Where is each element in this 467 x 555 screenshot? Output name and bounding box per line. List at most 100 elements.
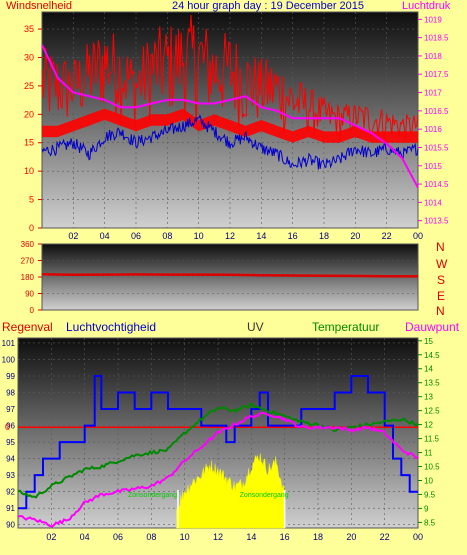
humidity-tick-label: 98 <box>6 389 15 398</box>
regenval-label: Regenval <box>2 320 53 334</box>
humidity-x-tick-label: 18 <box>313 532 323 542</box>
humidity-x-tick-label: 12 <box>213 532 223 542</box>
humidity-tick-label: 91 <box>6 504 15 513</box>
direction-letter-n-bottom: N <box>436 304 445 318</box>
direction-letter-s: S <box>437 273 446 287</box>
temperature-line <box>17 402 419 499</box>
wind-x-tick-label: 16 <box>288 231 298 241</box>
pressure-tick-label: 1018 <box>424 52 442 61</box>
wind-speed-tick-label: 10 <box>24 166 34 176</box>
wind-x-tick-label: 20 <box>350 231 360 241</box>
humidity-tick-label: 90 <box>6 521 15 530</box>
pressure-tick-label: 1014.5 <box>424 180 449 189</box>
temperatuur-label: Temperatuur <box>312 320 380 334</box>
temperature-tick-label: 14 <box>424 365 433 374</box>
direction-letter-w: W <box>436 257 448 271</box>
humidity-tick-label: 94 <box>6 455 15 464</box>
humidity-x-tick-label: 08 <box>146 532 156 542</box>
wind-speed-tick-label: 25 <box>24 81 34 91</box>
dauwpunt-label: Dauwpunt <box>405 320 460 334</box>
wind-direction-line <box>41 273 419 278</box>
temperature-tick-label: 12.5 <box>424 407 440 416</box>
sunset-label: Zonsondergang <box>240 492 289 499</box>
wind-x-tick-label: 18 <box>319 231 329 241</box>
rain-tick-label: 0 <box>5 422 10 432</box>
direction-letter-e: E <box>437 289 446 303</box>
pressure-tick-label: 1017.5 <box>424 70 449 79</box>
wind-speed-tick-label: 35 <box>24 24 34 34</box>
luchtvochtigheid-label: Luchtvochtigheid <box>66 320 157 334</box>
humidity-x-tick-label: 14 <box>246 532 256 542</box>
humidity-tick-label: 100 <box>2 355 16 364</box>
pressure-tick-label: 1015.5 <box>424 143 449 152</box>
humidity-x-tick-label: 04 <box>80 532 90 542</box>
wind-x-tick-label: 12 <box>225 231 235 241</box>
direction-letter-n-top: N <box>436 240 445 254</box>
temperature-tick-label: 13.5 <box>424 379 440 388</box>
pressure-tick-label: 1013.5 <box>424 217 449 226</box>
wind-x-tick-label: 02 <box>68 231 78 241</box>
temperature-tick-label: 9.5 <box>424 490 436 499</box>
temperature-tick-label: 8.5 <box>424 518 436 527</box>
chart-title: 24 hour graph day : 19 December 2015 <box>172 0 365 12</box>
wind-speed-line <box>41 114 419 170</box>
wind-x-tick-label: 06 <box>131 231 141 241</box>
wind-speed-tick-label: 15 <box>24 138 34 148</box>
humidity-x-tick-label: 06 <box>113 532 123 542</box>
wind-gust-band <box>42 108 418 143</box>
direction-tick-label: 270 <box>21 257 35 266</box>
temperature-tick-label: 15 <box>424 337 433 346</box>
pressure-axis-title: Luchtdruk <box>402 0 451 12</box>
humidity-line <box>18 375 418 510</box>
wind-speed-axis-title: Windsnelheid <box>6 0 73 12</box>
humidity-tick-label: 95 <box>6 438 15 447</box>
humidity-tick-label: 92 <box>6 488 15 497</box>
pressure-tick-label: 1014 <box>424 198 442 207</box>
wind-speed-tick-label: 0 <box>29 223 34 233</box>
dewpoint-line <box>17 411 419 528</box>
direction-tick-label: 90 <box>25 290 34 299</box>
pressure-line <box>41 44 419 189</box>
humidity-tick-label: 101 <box>2 339 16 348</box>
uv-label: UV <box>247 320 264 334</box>
direction-tick-label: 0 <box>30 306 35 315</box>
humidity-x-tick-label: 20 <box>346 532 356 542</box>
uv-area <box>176 453 285 529</box>
humidity-tick-label: 96 <box>6 422 15 431</box>
temperature-tick-label: 10.5 <box>424 463 440 472</box>
sunrise-label: Zonsondergang <box>128 492 177 499</box>
direction-tick-label: 360 <box>21 240 35 249</box>
humidity-x-tick-label: 22 <box>380 532 390 542</box>
pressure-tick-label: 1019 <box>424 15 442 24</box>
temperature-tick-label: 13 <box>424 393 433 402</box>
wind-x-tick-label: 14 <box>256 231 266 241</box>
humidity-x-tick-label: 10 <box>180 532 190 542</box>
humidity-x-tick-label: 02 <box>46 532 56 542</box>
humidity-tick-label: 99 <box>6 372 15 381</box>
wind-x-tick-label: 04 <box>100 231 110 241</box>
wind-x-tick-label: 22 <box>382 231 392 241</box>
humidity-x-tick-label: 16 <box>280 532 290 542</box>
wind-speed-tick-label: 5 <box>29 195 34 205</box>
wind-speed-tick-label: 30 <box>24 52 34 62</box>
temperature-tick-label: 11 <box>424 449 433 458</box>
humidity-x-tick-label: 00 <box>413 532 423 542</box>
pressure-tick-label: 1016.5 <box>424 107 449 116</box>
pressure-tick-label: 1016 <box>424 125 442 134</box>
temperature-tick-label: 11.5 <box>424 435 440 444</box>
wind-gust-line <box>41 14 419 140</box>
wind-x-tick-label: 00 <box>413 231 423 241</box>
temperature-tick-label: 14.5 <box>424 351 440 360</box>
wind-speed-tick-label: 20 <box>24 109 34 119</box>
humidity-tick-label: 97 <box>6 405 15 414</box>
temperature-tick-label: 9 <box>424 504 429 513</box>
temperature-tick-label: 12 <box>424 421 433 430</box>
humidity-tick-label: 93 <box>6 471 15 480</box>
temperature-tick-label: 10 <box>424 477 433 486</box>
direction-tick-label: 180 <box>21 273 35 282</box>
pressure-tick-label: 1015 <box>424 162 442 171</box>
wind-x-tick-label: 08 <box>162 231 172 241</box>
pressure-tick-label: 1017 <box>424 89 442 98</box>
pressure-tick-label: 1018.5 <box>424 34 449 43</box>
